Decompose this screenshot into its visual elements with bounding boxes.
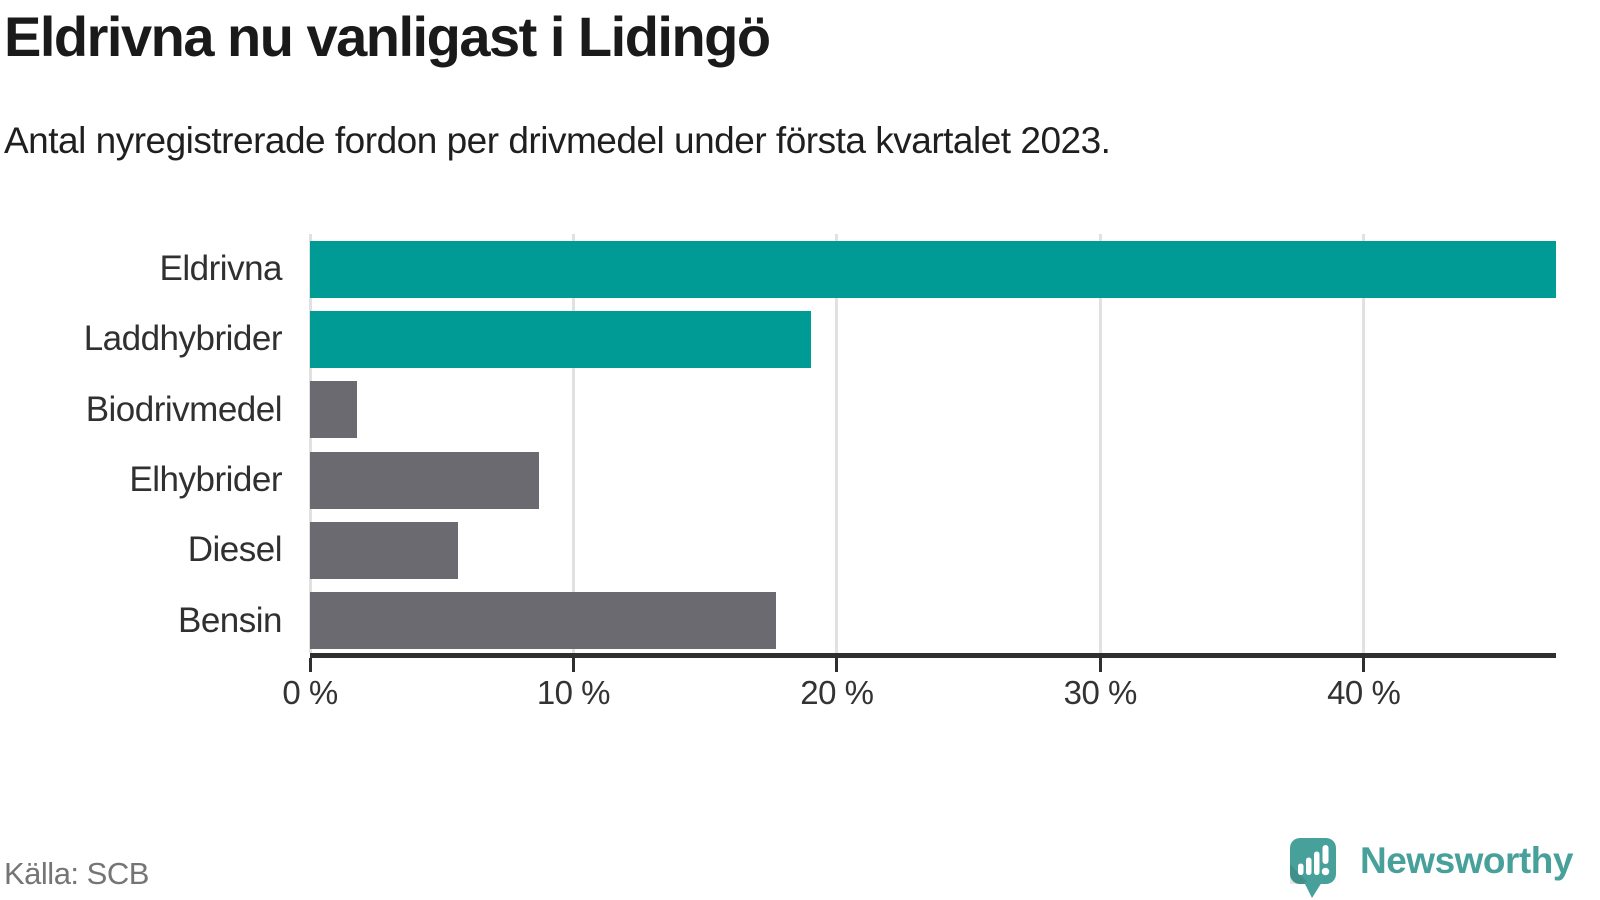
chart-title: Eldrivna nu vanligast i Lidingö <box>4 5 771 68</box>
category-label: Diesel <box>187 530 283 570</box>
axis-tick <box>571 658 575 672</box>
axis-tick <box>1098 658 1102 672</box>
bar-laddhybrider <box>310 311 811 368</box>
newsworthy-wordmark: Newsworthy <box>1360 840 1573 881</box>
gridline <box>1362 234 1366 653</box>
axis-tick <box>835 658 839 672</box>
gridline <box>308 234 312 653</box>
gridline <box>1098 234 1102 653</box>
axis-tick-label: 20 % <box>800 674 874 711</box>
axis-tick-label: 30 % <box>1063 674 1138 711</box>
axis-tick-label: 0 % <box>282 674 338 711</box>
category-label: Bensin <box>177 600 283 640</box>
x-axis-line <box>310 653 1556 658</box>
category-label: Eldrivna <box>159 249 283 289</box>
newsworthy-logo: Newsworthy <box>1288 837 1600 899</box>
bar-biodrivmedel <box>310 381 358 439</box>
chart-subtitle: Antal nyregistrerade fordon per drivmede… <box>4 120 1111 161</box>
gridline <box>835 234 839 653</box>
axis-tick <box>308 658 312 672</box>
category-label: Laddhybrider <box>83 319 283 359</box>
category-label: Elhybrider <box>129 460 282 500</box>
gridline <box>571 234 575 653</box>
bar-bensin <box>310 592 777 650</box>
bar-eldrivna <box>310 240 1556 298</box>
category-label: Biodrivmedel <box>85 389 283 429</box>
bar-diesel <box>310 522 458 579</box>
axis-tick <box>1362 658 1366 672</box>
axis-tick-label: 10 % <box>536 674 611 711</box>
axis-tick-label: 40 % <box>1327 674 1401 711</box>
source-label: Källa: SCB <box>4 856 149 891</box>
bar-elhybrider <box>310 451 540 509</box>
newsworthy-chart-bubble-icon <box>1290 838 1336 898</box>
